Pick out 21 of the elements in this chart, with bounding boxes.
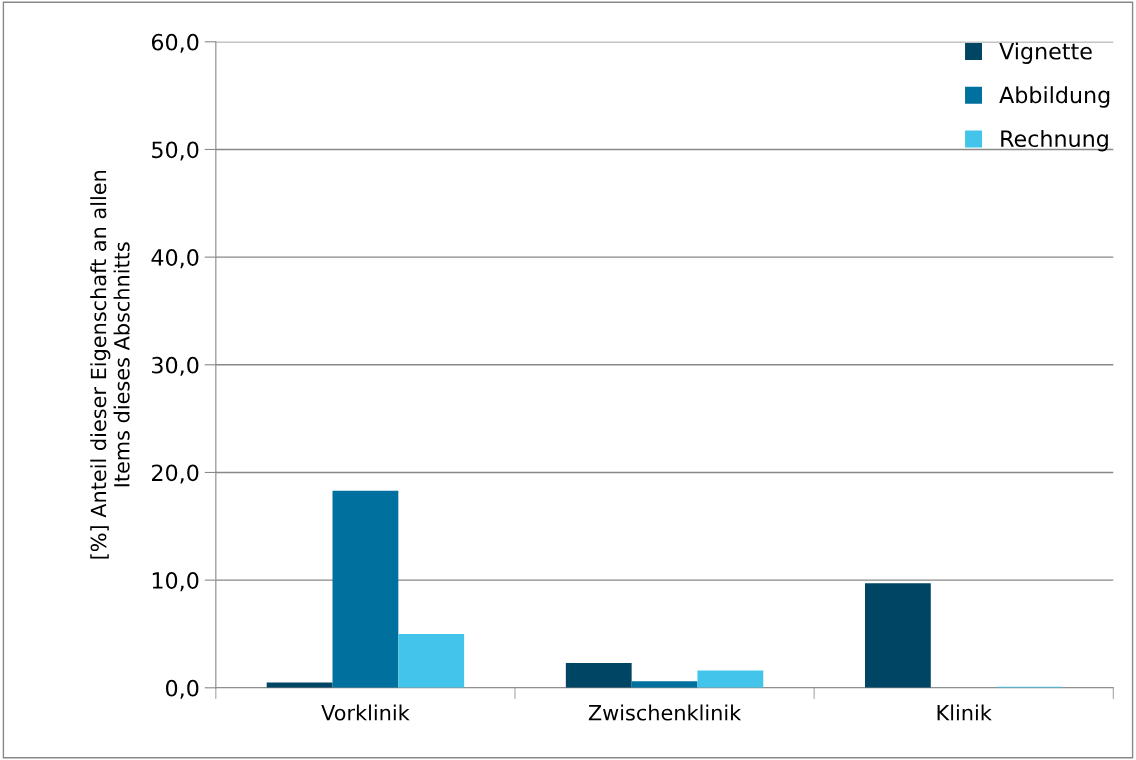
y-tick-label: 0,0 [165,679,199,699]
y-tick-label: 60,0 [151,33,199,53]
x-tick-label: Zwischenklinik [588,704,742,721]
bar [266,682,333,688]
bar [398,633,465,688]
y-tick-label: 30,0 [152,356,199,376]
bar [631,681,698,688]
y-tick-label: 20,0 [152,464,199,484]
bar [565,663,632,688]
x-tick-label: Klinik [937,704,992,721]
legend-label: Rechnung [1001,129,1108,152]
y-tick-label: 10,0 [152,572,199,592]
legend-label: Abbildung [999,86,1110,108]
bar [697,670,764,688]
x-tick-label: Vorklinik [321,704,410,721]
legend-label: Vignette [999,42,1092,64]
bar [864,583,931,688]
bar [332,490,399,688]
y-tick-label: 50,0 [152,141,199,161]
y-axis-title: [%] Anteil dieser Eigenschaft an allen Items dieses Abschnitts [90,170,130,559]
y-tick-label: 40,0 [151,249,199,269]
